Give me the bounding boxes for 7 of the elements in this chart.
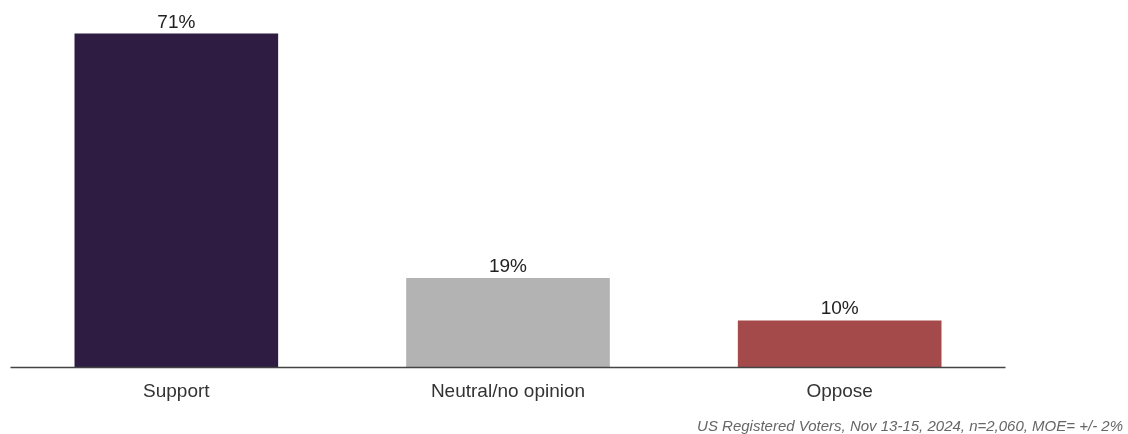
text: US Registered Voters, Nov 13-15, 2024, n=2,060, MOE= +/- 2%: [697, 416, 1123, 434]
x-tick-label: Oppose: [806, 379, 873, 401]
data-label: 19%: [488, 255, 528, 277]
x-tick-label: Neutral/no opinion: [430, 379, 586, 401]
data-label: 71%: [157, 10, 196, 32]
x-tick-label: Support: [143, 379, 211, 401]
data-label: 10%: [820, 297, 859, 319]
